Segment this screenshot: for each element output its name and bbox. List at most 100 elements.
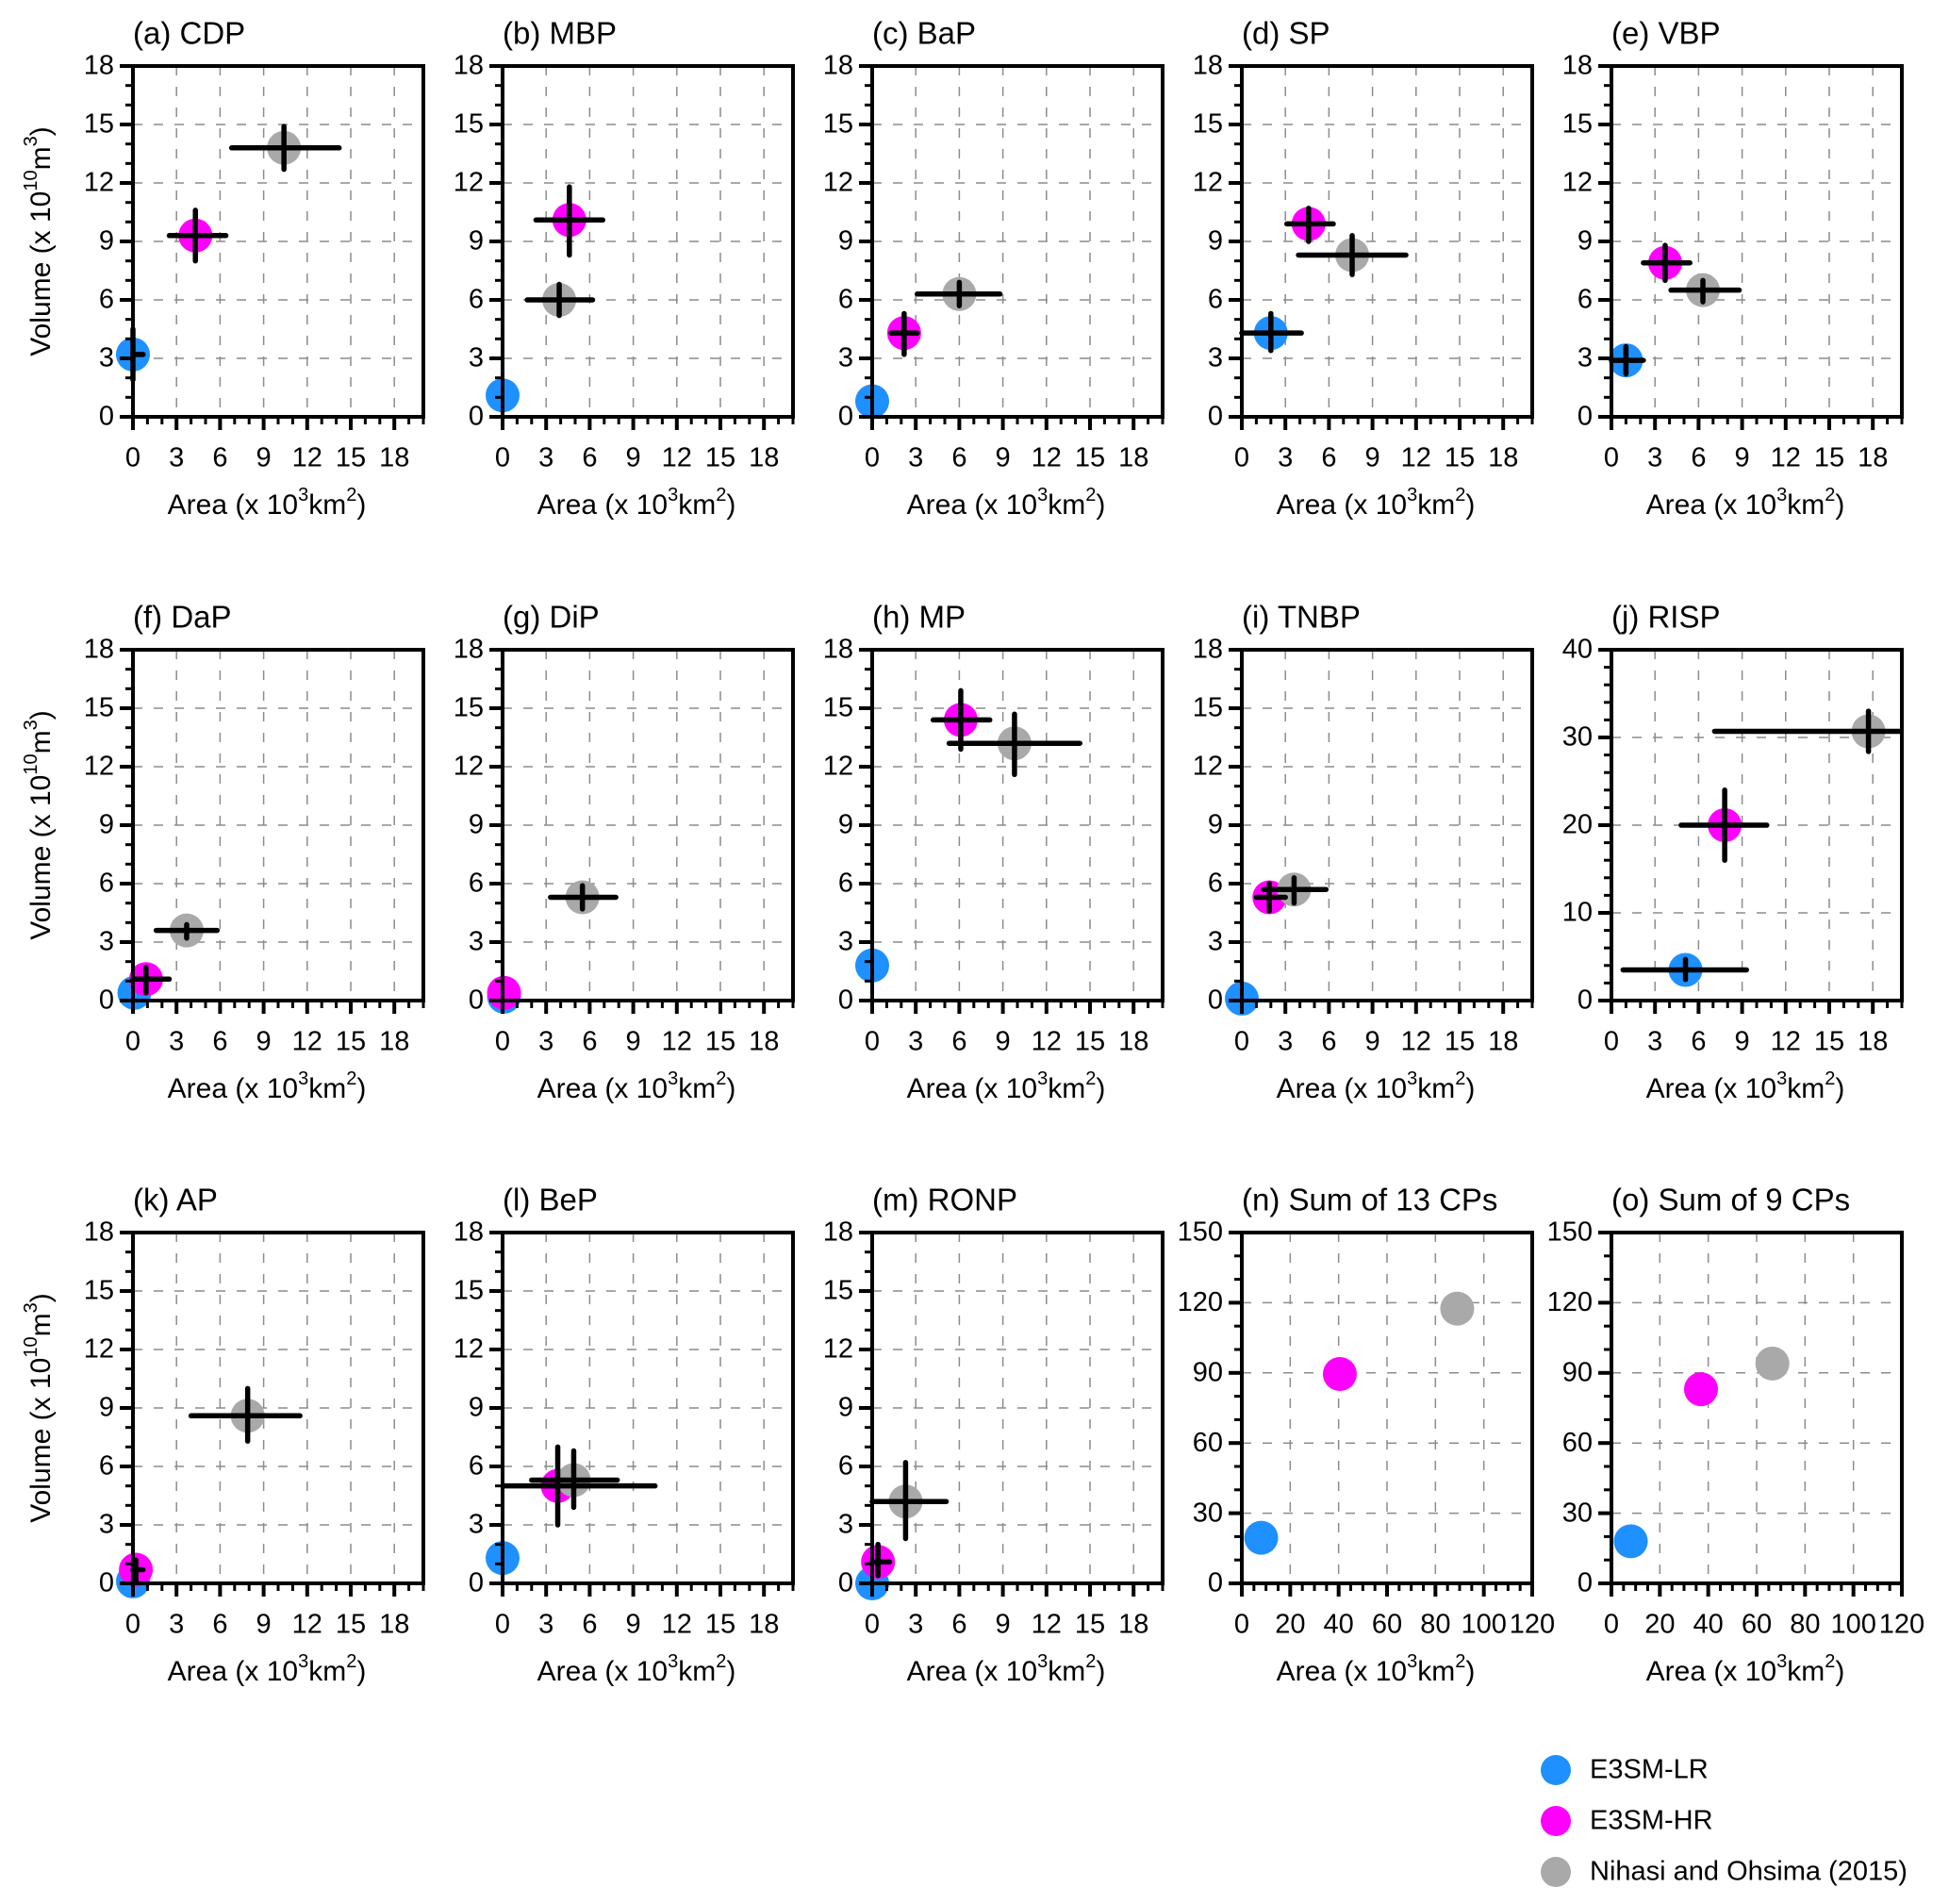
x-tick-label: 3 [908,1610,923,1640]
data-layer [1620,708,1902,987]
y-tick-label: 18 [823,1217,853,1248]
x-tick-label: 100 [1830,1610,1875,1640]
x-tick-label: 0 [865,1027,880,1057]
y-tick-label: 12 [1193,168,1223,198]
x-tick-label: 12 [292,1027,322,1057]
x-tick-label: 12 [1032,1610,1062,1640]
legend-label: Nihasi and Ohsima (2015) [1590,1857,1908,1887]
y-tick-label: 30 [1562,1498,1593,1528]
y-tick-label: 6 [1208,869,1223,899]
legend-marker [1541,1755,1571,1785]
y-tick-label: 12 [1562,168,1593,198]
x-tick-label: 18 [749,1027,779,1057]
x-tick-label: 6 [212,1610,227,1640]
x-tick-label: 12 [1401,1027,1431,1057]
y-tick-label: 6 [99,869,114,899]
data-point-e3sm-lr [1613,1524,1648,1559]
x-axis-label: Area (x 103km2) [907,485,1106,521]
data-layer [486,184,606,413]
y-tick-label: 15 [454,1276,484,1306]
x-tick-label: 18 [749,443,779,473]
x-tick-label: 20 [1275,1610,1305,1640]
x-tick-label: 9 [256,1610,272,1640]
x-tick-label: 20 [1644,1610,1675,1640]
y-axis-label: Volume (x 1010m3) [21,710,57,939]
x-tick-label: 6 [582,1027,597,1057]
data-point-nihasi-and-ohsima-2015 [1755,1346,1790,1381]
panel-title: (f) DaP [133,600,232,635]
y-tick-label: 3 [1577,343,1593,373]
x-axis-label: Area (x 103km2) [168,485,367,521]
y-tick-label: 3 [99,927,114,957]
panel-title: (i) TNBP [1242,600,1361,635]
x-tick-label: 0 [125,1610,140,1640]
x-tick-label: 3 [169,1610,184,1640]
x-tick-label: 12 [1032,1027,1062,1057]
x-tick-label: 6 [212,1027,227,1057]
x-tick-label: 0 [495,1610,510,1640]
x-tick-label: 9 [1365,1027,1380,1057]
x-tick-label: 15 [336,443,366,473]
x-axis-label: Area (x 103km2) [907,1651,1106,1687]
y-tick-label: 6 [469,1451,484,1482]
x-tick-label: 3 [908,443,923,473]
y-tick-label: 40 [1562,635,1593,665]
y-tick-label: 9 [1208,810,1223,840]
y-tick-label: 18 [823,635,853,665]
y-tick-label: 120 [1178,1287,1223,1317]
y-tick-label: 18 [454,1217,484,1248]
x-tick-label: 0 [865,1610,880,1640]
x-tick-label: 18 [379,1610,409,1640]
x-tick-label: 0 [1604,1610,1619,1640]
data-layer [486,1444,658,1576]
y-tick-label: 18 [84,51,114,81]
y-tick-label: 150 [1547,1217,1593,1248]
y-tick-label: 12 [823,1334,853,1365]
x-tick-label: 15 [705,1027,735,1057]
x-tick-label: 12 [1401,443,1431,473]
y-tick-label: 0 [99,985,114,1016]
y-tick-label: 12 [454,1334,484,1365]
x-tick-label: 12 [662,1610,692,1640]
y-axis-label: Volume (x 1010m3) [21,1293,57,1522]
y-tick-label: 0 [1208,1568,1223,1598]
y-tick-label: 9 [99,1393,114,1423]
data-layer [116,124,342,383]
x-tick-label: 12 [292,1610,322,1640]
x-tick-label: 15 [1814,1027,1844,1057]
y-tick-label: 9 [838,810,853,840]
x-tick-label: 3 [538,443,553,473]
x-tick-label: 80 [1790,1610,1820,1640]
data-layer [855,276,1003,419]
x-tick-label: 3 [169,443,184,473]
panel-title: (h) MP [872,600,966,635]
y-tick-label: 12 [84,752,114,782]
x-tick-label: 80 [1420,1610,1450,1640]
panel-title: (n) Sum of 13 CPs [1242,1183,1497,1217]
x-tick-label: 100 [1461,1610,1506,1640]
data-layer [855,687,1082,983]
x-tick-label: 6 [212,443,227,473]
y-tick-label: 15 [1193,693,1223,723]
panel-title: (m) RONP [872,1183,1017,1217]
x-axis-label: Area (x 103km2) [907,1068,1106,1104]
data-layer [116,1385,303,1598]
panel-title: (d) SP [1242,16,1330,51]
y-tick-label: 0 [469,402,484,432]
x-axis-label: Area (x 103km2) [168,1651,367,1687]
x-tick-label: 12 [662,443,692,473]
y-tick-label: 12 [454,168,484,198]
panel-title: (j) RISP [1611,600,1721,635]
x-tick-label: 0 [1604,443,1619,473]
x-tick-label: 6 [951,1027,966,1057]
y-tick-label: 15 [454,109,484,140]
y-tick-label: 3 [838,343,853,373]
y-tick-label: 15 [1193,109,1223,140]
x-tick-label: 60 [1742,1610,1772,1640]
y-tick-label: 18 [1193,635,1223,665]
y-tick-label: 150 [1178,1217,1223,1248]
